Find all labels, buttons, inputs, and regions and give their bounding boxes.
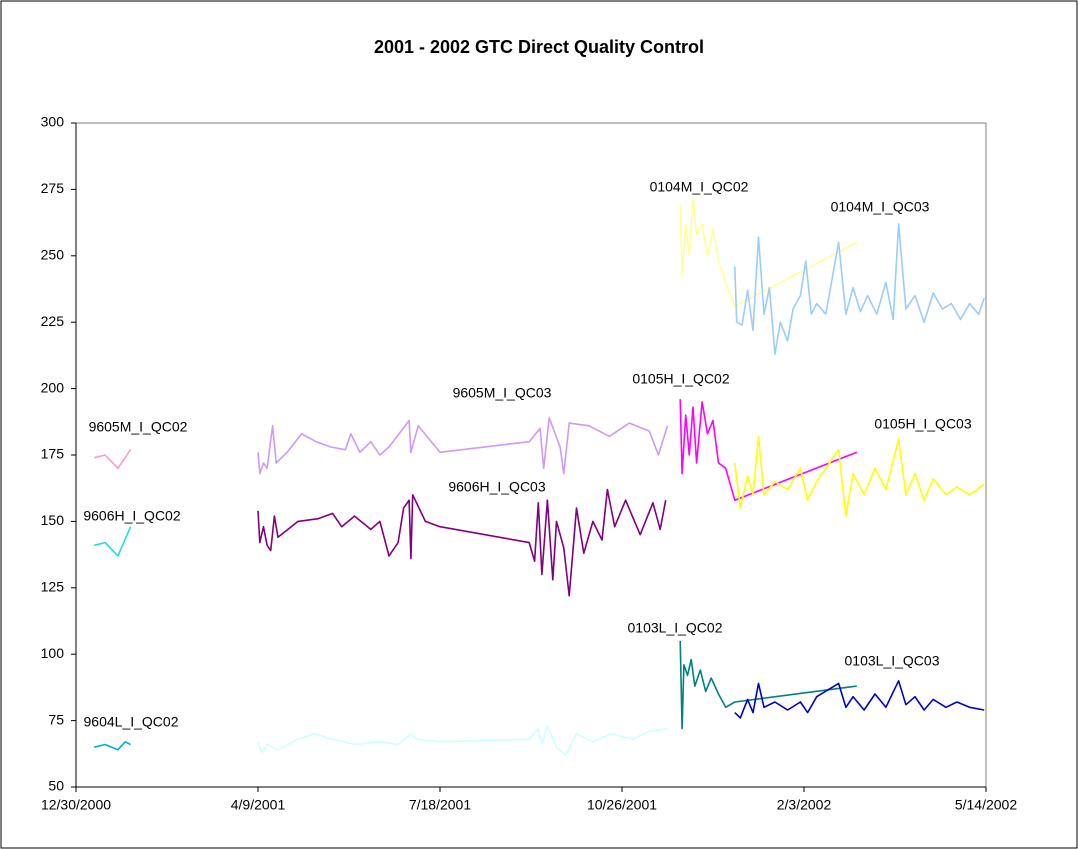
series-label: 0105H_I_QC02	[632, 371, 730, 387]
y-tick-label: 100	[41, 645, 65, 661]
x-tick-label: 5/14/2002	[955, 797, 1017, 813]
x-tick-label: 2/3/2002	[777, 797, 832, 813]
y-tick-label: 150	[41, 512, 65, 528]
x-tick-label: 4/9/2001	[231, 797, 286, 813]
x-tick-label: 10/26/2001	[587, 797, 657, 813]
series-label: 0103L_I_QC03	[845, 653, 940, 669]
y-tick-label: 75	[48, 711, 64, 727]
y-tick-label: 175	[41, 446, 65, 462]
series-label: 0104M_I_QC03	[831, 199, 930, 215]
series-line	[734, 223, 985, 355]
x-tick-label: 12/30/2000	[41, 797, 111, 813]
series-label: 9604L_I_QC02	[84, 714, 179, 730]
series-label: 9606H_I_QC02	[83, 508, 181, 524]
series-line	[257, 725, 668, 756]
series-line	[94, 526, 132, 557]
y-tick-label: 225	[41, 313, 65, 329]
y-tick-label: 125	[41, 579, 65, 595]
series-line	[257, 416, 669, 475]
series-line	[734, 435, 985, 517]
y-tick-label: 50	[48, 778, 64, 794]
y-tick-label: 300	[41, 114, 65, 130]
x-tick-label: 7/18/2001	[409, 797, 471, 813]
series-line	[679, 640, 857, 730]
series-line	[94, 449, 132, 470]
series-label: 0104M_I_QC02	[650, 179, 749, 195]
y-tick-label: 250	[41, 247, 65, 263]
chart-title: 2001 - 2002 GTC Direct Quality Control	[374, 37, 704, 57]
series-label: 9606H_I_QC03	[448, 479, 546, 495]
series-label: 0105H_I_QC03	[874, 416, 972, 432]
series-label: 9605M_I_QC02	[89, 419, 188, 435]
series-line	[257, 488, 667, 597]
series-line	[734, 679, 985, 719]
series-label: 0103L_I_QC02	[628, 620, 723, 636]
y-tick-label: 200	[41, 379, 65, 395]
y-tick-label: 275	[41, 180, 65, 196]
series-line	[679, 399, 858, 502]
series-line	[679, 196, 858, 308]
series-line	[94, 740, 131, 751]
series-label: 9605M_I_QC03	[453, 385, 552, 401]
